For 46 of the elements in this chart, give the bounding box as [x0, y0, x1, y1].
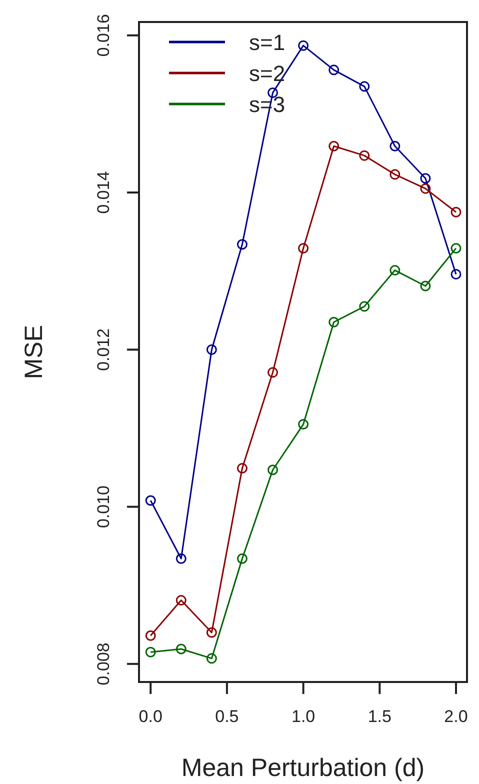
y-tick-label: 0.012 — [94, 328, 113, 371]
x-tick-label: 1.5 — [368, 707, 392, 726]
y-tick-label: 0.010 — [94, 486, 113, 528]
point — [328, 316, 340, 328]
point — [328, 140, 340, 152]
legend-label: s=1 — [249, 30, 286, 55]
point — [206, 653, 217, 664]
point — [420, 280, 431, 292]
point — [328, 64, 340, 76]
y-tick-label: 0.016 — [94, 14, 113, 57]
point — [145, 495, 156, 506]
point — [236, 239, 248, 250]
point — [420, 173, 431, 184]
point — [145, 646, 156, 658]
point — [206, 627, 217, 638]
point — [298, 243, 309, 254]
x-tick-label: 1.0 — [291, 707, 316, 726]
point — [450, 243, 462, 254]
x-axis-title: Mean Perturbation (d) — [181, 754, 425, 782]
point — [298, 40, 309, 51]
y-tick-label: 0.008 — [94, 642, 113, 686]
point — [359, 150, 370, 161]
point — [268, 464, 278, 476]
point — [176, 595, 186, 606]
x-tick-label: 2.0 — [444, 707, 468, 726]
point — [145, 630, 156, 641]
point — [450, 268, 462, 280]
y-tick-label: 0.014 — [94, 171, 113, 214]
point — [268, 367, 278, 378]
point — [390, 140, 400, 152]
y-axis-title: MSE — [20, 324, 48, 380]
point — [359, 81, 370, 92]
x-tick-label: 0.0 — [138, 707, 162, 726]
point — [176, 553, 186, 564]
point — [176, 644, 186, 654]
point — [236, 553, 248, 564]
point — [359, 301, 370, 312]
x-tick-label: 0.5 — [215, 707, 239, 726]
point — [390, 265, 400, 276]
point — [390, 169, 400, 180]
point — [298, 419, 309, 430]
legend-label: s=2 — [249, 61, 286, 86]
point — [420, 183, 431, 194]
point — [450, 206, 462, 218]
point — [206, 344, 217, 355]
point — [236, 463, 248, 474]
